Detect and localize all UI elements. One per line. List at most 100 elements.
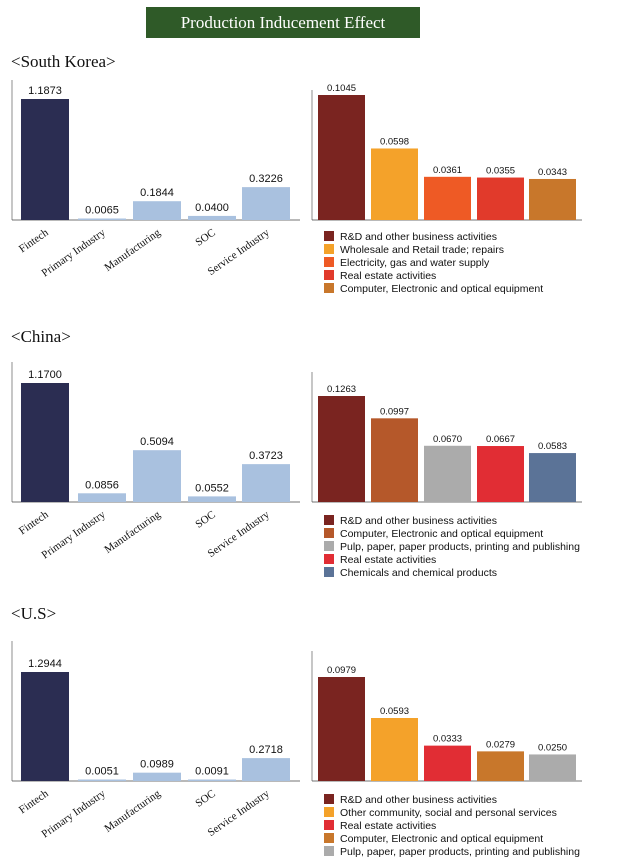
data-label: 0.1844 <box>140 187 174 199</box>
data-label: 0.0361 <box>433 165 462 176</box>
country-label-china: <China> <box>11 327 71 346</box>
legend-entry-chemicals-and-chemical-products: Chemicals and chemical products <box>340 567 497 579</box>
legend-entry-wholesale-and-retail-trade-repairs: Wholesale and Retail trade; repairs <box>340 244 504 256</box>
data-label: 0.0051 <box>85 766 119 778</box>
legend-swatch <box>324 257 334 267</box>
tick-label-primary-industry: Primary Industry <box>40 508 109 561</box>
legend-entry-pulp-paper-paper-products-printing-and-publishing: Pulp, paper, paper products, printing an… <box>340 541 580 553</box>
legend-entry-r-d-and-other-business-activities: R&D and other business activities <box>340 515 497 527</box>
bar-chemicals-and-chemical-products <box>529 453 576 502</box>
data-label: 0.0091 <box>195 766 229 778</box>
data-label: 0.2718 <box>249 744 283 756</box>
data-label: 0.0989 <box>140 759 174 771</box>
bar-r-d-and-other-business-activities <box>318 95 365 220</box>
data-label: 0.0670 <box>433 434 462 445</box>
data-label: 0.0552 <box>195 482 229 494</box>
legend-swatch <box>324 794 334 804</box>
bar-soc <box>188 779 236 781</box>
data-label: 0.1045 <box>327 83 356 94</box>
bar-r-d-and-other-business-activities <box>318 396 365 502</box>
data-label: 0.0997 <box>380 406 409 417</box>
bar-service-industry <box>242 187 290 220</box>
bar-service-industry <box>242 464 290 502</box>
bar-manufacturing <box>133 201 181 220</box>
legend-swatch <box>324 833 334 843</box>
bar-primary-industry <box>78 493 126 502</box>
tick-label-primary-industry: Primary Industry <box>40 787 109 840</box>
bar-pulp-paper-paper-products-printing-and-publishing <box>424 445 471 502</box>
tick-label-manufacturing: Manufacturing <box>102 787 163 835</box>
legend-swatch <box>324 807 334 817</box>
legend-swatch <box>324 820 334 830</box>
bar-manufacturing <box>133 450 181 502</box>
bar-fintech <box>21 672 69 781</box>
data-label: 0.1263 <box>327 384 356 395</box>
data-label: 0.0250 <box>538 742 567 753</box>
legend-swatch <box>324 846 334 856</box>
data-label: 0.0279 <box>486 739 515 750</box>
legend-swatch <box>324 244 334 254</box>
legend-entry-r-d-and-other-business-activities: R&D and other business activities <box>340 231 497 243</box>
legend-swatch <box>324 541 334 551</box>
data-label: 0.3226 <box>249 173 283 185</box>
bar-other-community-social-and-personal-services <box>371 718 418 781</box>
data-label: 0.0355 <box>486 166 515 177</box>
legend-entry-real-estate-activities: Real estate activities <box>340 554 436 566</box>
bar-computer-electronic-and-optical-equipment <box>529 178 576 220</box>
legend-entry-computer-electronic-and-optical-equipment: Computer, Electronic and optical equipme… <box>340 528 543 540</box>
legend-entry-computer-electronic-and-optical-equipment: Computer, Electronic and optical equipme… <box>340 283 543 295</box>
bar-fintech <box>21 383 69 502</box>
legend-swatch <box>324 283 334 293</box>
legend-entry-real-estate-activities: Real estate activities <box>340 270 436 282</box>
bar-r-d-and-other-business-activities <box>318 677 365 781</box>
bar-soc <box>188 496 236 502</box>
legend-entry-electricity-gas-and-water-supply: Electricity, gas and water supply <box>340 257 490 269</box>
bar-real-estate-activities <box>477 177 524 220</box>
data-label: 0.0598 <box>380 136 409 147</box>
data-label: 0.0593 <box>380 706 409 717</box>
bar-computer-electronic-and-optical-equipment <box>477 751 524 781</box>
tick-label-manufacturing: Manufacturing <box>102 226 163 274</box>
data-label: 0.0333 <box>433 734 462 745</box>
bar-fintech <box>21 99 69 220</box>
country-label-south-korea: <South Korea> <box>11 52 116 71</box>
bar-manufacturing <box>133 772 181 781</box>
tick-label-soc: SOC <box>193 788 217 810</box>
legend-entry-computer-electronic-and-optical-equipment: Computer, Electronic and optical equipme… <box>340 833 543 845</box>
tick-label-fintech: Fintech <box>17 508 51 537</box>
legend-swatch <box>324 231 334 241</box>
data-label: 1.2944 <box>28 658 62 670</box>
bar-primary-industry <box>78 779 126 781</box>
data-label: 0.0065 <box>85 205 119 217</box>
legend-swatch <box>324 270 334 280</box>
chart-title: Production Inducement Effect <box>146 7 420 38</box>
bar-primary-industry <box>78 218 126 220</box>
tick-label-fintech: Fintech <box>17 226 51 255</box>
legend-entry-r-d-and-other-business-activities: R&D and other business activities <box>340 794 497 806</box>
bar-pulp-paper-paper-products-printing-and-publishing <box>529 754 576 781</box>
data-label: 1.1700 <box>28 369 62 381</box>
legend-entry-real-estate-activities: Real estate activities <box>340 820 436 832</box>
bar-wholesale-and-retail-trade-repairs <box>371 148 418 220</box>
legend-swatch <box>324 567 334 577</box>
bar-computer-electronic-and-optical-equipment <box>371 418 418 502</box>
legend-entry-other-community-social-and-personal-services: Other community, social and personal ser… <box>340 807 557 819</box>
legend-swatch <box>324 528 334 538</box>
data-label: 0.0400 <box>195 202 229 214</box>
bar-soc <box>188 215 236 220</box>
tick-label-primary-industry: Primary Industry <box>40 226 109 279</box>
tick-label-soc: SOC <box>193 227 217 249</box>
data-label: 0.0667 <box>486 434 515 445</box>
bar-electricity-gas-and-water-supply <box>424 176 471 220</box>
data-label: 0.0979 <box>327 665 356 676</box>
data-label: 0.0856 <box>85 479 119 491</box>
data-label: 1.1873 <box>28 85 62 97</box>
country-label-us: <U.S> <box>11 604 57 623</box>
legend-swatch <box>324 554 334 564</box>
data-label: 0.0343 <box>538 167 567 178</box>
bar-real-estate-activities <box>424 745 471 781</box>
tick-label-soc: SOC <box>193 509 217 531</box>
legend-swatch <box>324 515 334 525</box>
data-label: 0.3723 <box>249 450 283 462</box>
